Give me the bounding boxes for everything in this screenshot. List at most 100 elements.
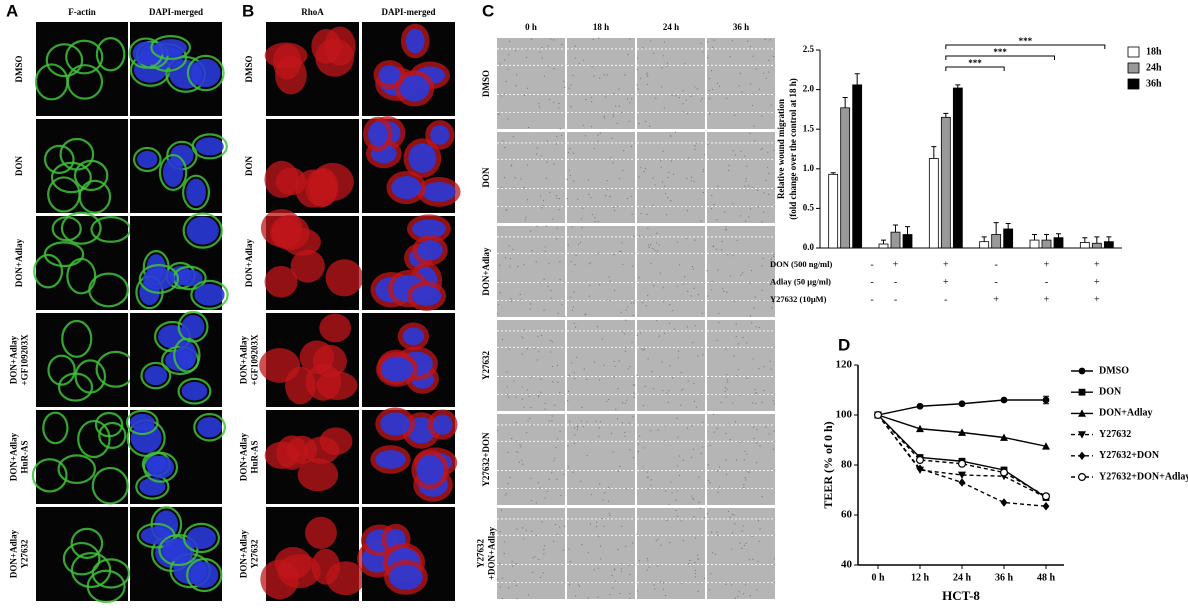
speckle: [738, 85, 740, 87]
speckle: [521, 353, 523, 355]
speckle: [747, 471, 749, 473]
speckle: [646, 213, 648, 216]
speckle: [503, 59, 506, 61]
micrograph: [707, 320, 775, 411]
speckle: [682, 283, 684, 285]
speckle: [747, 40, 749, 42]
speckle: [566, 178, 568, 181]
speckle: [580, 218, 582, 220]
speckle: [731, 40, 734, 42]
row-label: +DON+Adlay: [487, 526, 497, 580]
legend-swatch: [1127, 78, 1140, 90]
speckle: [574, 57, 576, 59]
error-bar: [1044, 234, 1049, 241]
marker: [1000, 433, 1008, 441]
cell: [326, 561, 366, 596]
speckle: [629, 366, 631, 368]
marker: [1078, 451, 1086, 460]
speckle: [773, 430, 775, 432]
speckle: [693, 516, 695, 518]
cell: [272, 43, 302, 80]
speckle: [507, 68, 509, 70]
marker: [1042, 396, 1050, 404]
speckle: [727, 510, 730, 513]
speckle: [584, 135, 586, 137]
nucleus: [147, 455, 174, 479]
speckle: [530, 406, 532, 409]
speckle: [543, 75, 545, 77]
speckle: [570, 106, 572, 108]
panel-letter: B: [242, 1, 254, 20]
speckle: [767, 166, 769, 169]
cell: [95, 37, 126, 72]
nucleus: [368, 121, 388, 147]
speckle: [515, 584, 518, 587]
speckle: [708, 89, 710, 92]
speckle: [702, 168, 704, 171]
speckle: [746, 342, 748, 344]
speckle: [745, 542, 747, 544]
speckle: [697, 590, 699, 593]
speckle: [562, 549, 564, 551]
speckle: [660, 166, 662, 168]
cell: [50, 161, 92, 194]
speckle: [709, 444, 711, 446]
speckle: [541, 207, 543, 209]
speckle: [691, 266, 694, 268]
speckle: [619, 465, 621, 467]
y-tick-label: 60: [841, 509, 853, 521]
speckle: [696, 88, 698, 90]
speckle: [619, 250, 621, 252]
speckle: [770, 368, 772, 370]
cell: [125, 409, 159, 436]
speckle: [691, 456, 693, 458]
speckle: [636, 533, 638, 535]
speckle: [587, 552, 589, 554]
speckle: [575, 326, 577, 328]
speckle: [727, 423, 729, 425]
image-background: [497, 132, 565, 223]
speckle: [680, 404, 682, 406]
speckle: [642, 235, 644, 238]
speckle: [587, 597, 589, 599]
speckle: [686, 326, 689, 328]
speckle: [646, 569, 648, 571]
speckle: [538, 351, 540, 353]
speckle: [574, 264, 576, 266]
speckle: [521, 398, 524, 400]
speckle: [568, 584, 571, 586]
row-label: DON: [244, 156, 254, 177]
speckle: [744, 450, 746, 452]
cell: [77, 419, 111, 459]
speckle: [663, 185, 666, 187]
speckle: [520, 446, 522, 448]
speckle: [656, 565, 659, 567]
speckle: [693, 382, 695, 384]
speckle: [742, 525, 744, 527]
speckle: [610, 432, 613, 434]
speckle: [550, 289, 552, 292]
speckle: [617, 388, 619, 390]
speckle: [543, 278, 545, 280]
speckle: [675, 499, 677, 501]
speckle: [626, 197, 629, 200]
row-label: +GF109203X: [250, 334, 260, 386]
speckle: [725, 583, 727, 585]
bar: [991, 234, 1002, 249]
speckle: [582, 124, 584, 127]
speckle: [768, 172, 770, 174]
row-label: DON+Adlay: [239, 529, 249, 578]
cell: [177, 377, 212, 405]
speckle: [625, 545, 627, 547]
speckle: [501, 577, 504, 579]
speckle: [656, 319, 658, 322]
bar: [952, 87, 963, 249]
speckle: [724, 391, 726, 393]
cell: [312, 344, 347, 378]
series-line: [877, 414, 1047, 499]
image-background: [637, 226, 705, 317]
speckle: [703, 517, 706, 519]
speckle: [543, 553, 545, 555]
speckle: [524, 219, 526, 221]
speckle: [555, 523, 557, 526]
